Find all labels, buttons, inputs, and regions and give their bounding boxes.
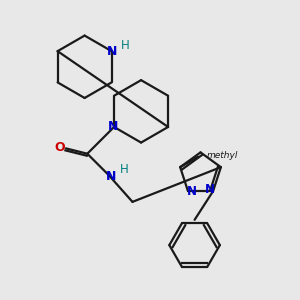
Text: N: N bbox=[187, 184, 196, 198]
Text: N: N bbox=[106, 169, 116, 182]
Text: N: N bbox=[107, 45, 117, 58]
Text: methyl: methyl bbox=[207, 151, 238, 160]
Text: N: N bbox=[108, 121, 118, 134]
Text: N: N bbox=[205, 183, 215, 196]
Text: O: O bbox=[54, 141, 65, 154]
Text: H: H bbox=[121, 39, 129, 52]
Text: H: H bbox=[120, 163, 128, 176]
